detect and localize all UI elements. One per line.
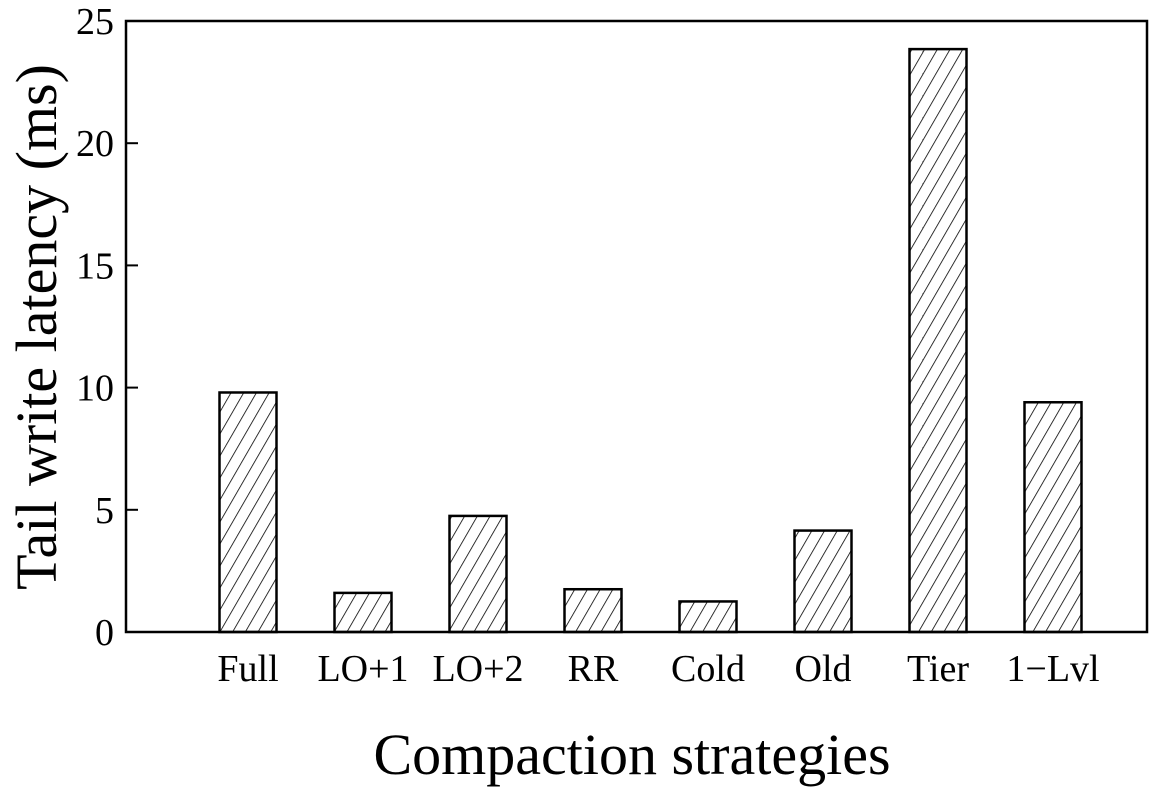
y-axis-title: Tail write latency (ms): [4, 64, 69, 590]
y-tick-label: 5: [95, 490, 114, 532]
x-tick-label: Full: [217, 648, 278, 690]
bar-4: [678, 600, 738, 634]
bars-group: [218, 47, 1083, 634]
x-tick-label: Cold: [671, 648, 745, 690]
x-axis-title: Compaction strategies: [373, 722, 890, 787]
y-tick-label: 20: [76, 123, 114, 165]
plot-area-frame: [124, 19, 1149, 634]
bar-0: [218, 391, 278, 634]
x-axis-ticks: Full LO+1 LO+2 RR Cold Old Tier 1−Lvl: [217, 648, 1099, 690]
y-tick-label: 15: [76, 245, 114, 287]
y-tick-label: 10: [76, 368, 114, 410]
x-tick-label: Old: [795, 648, 852, 690]
y-tick-label: 0: [95, 612, 114, 654]
x-tick-label: LO+1: [317, 648, 408, 690]
bar-1: [333, 591, 393, 634]
bar-6: [908, 47, 968, 634]
y-tick-label: 25: [76, 1, 114, 43]
y-axis-ticks: 0 5 10 15 20 25: [76, 1, 138, 654]
bar-5: [793, 529, 853, 634]
x-tick-label: Tier: [907, 648, 969, 690]
bar-7: [1023, 401, 1083, 634]
bar-3: [563, 587, 623, 634]
x-tick-label: LO+2: [432, 648, 523, 690]
x-tick-label: 1−Lvl: [1006, 648, 1099, 690]
x-tick-label: RR: [568, 648, 619, 690]
bar-2: [448, 514, 508, 634]
